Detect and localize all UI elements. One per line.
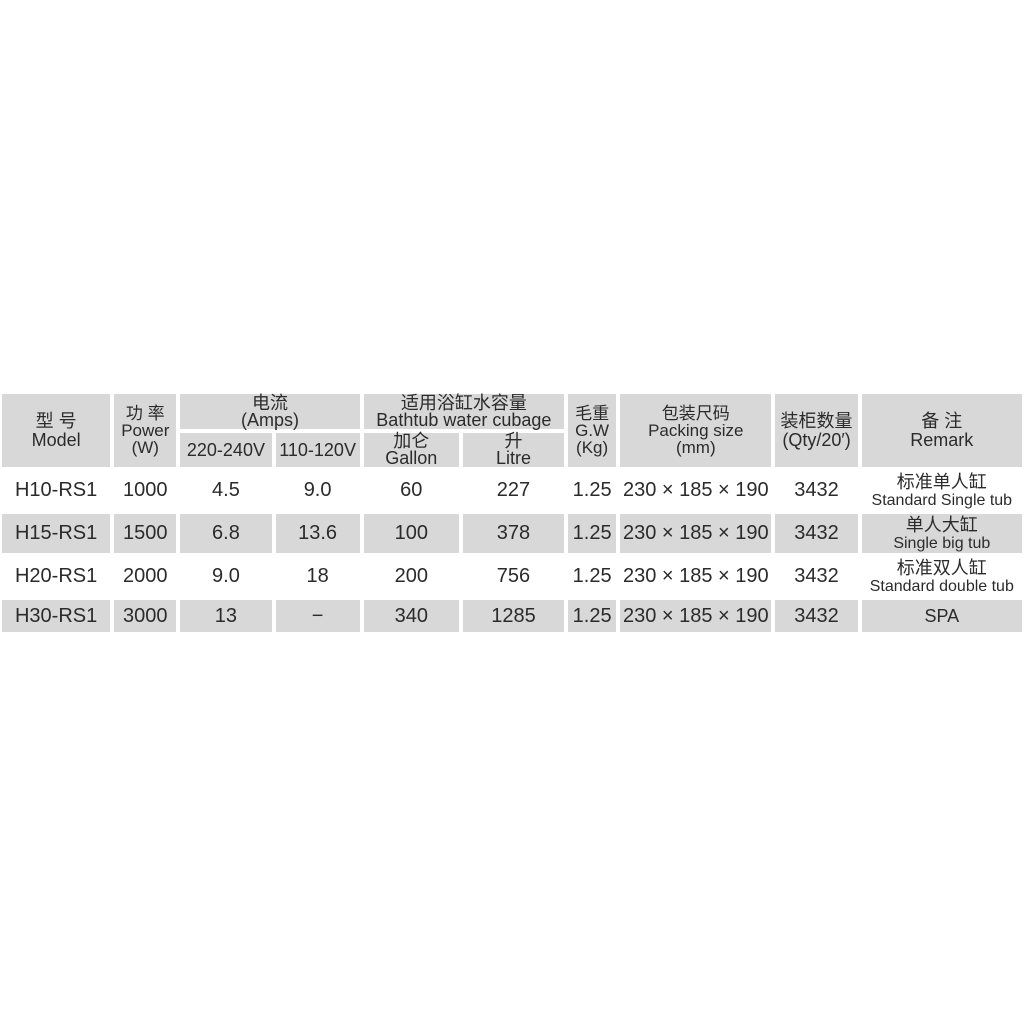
header-gw-zh: 毛重: [575, 404, 610, 423]
cell-packing-size: 230 × 185 × 190: [622, 479, 769, 501]
cell-litre: 1285: [462, 600, 565, 632]
header-container-qty: 装柜数量 (Qty/20′): [775, 394, 858, 467]
cell-gallon: 100: [363, 514, 459, 553]
header-model-en: Model: [31, 429, 81, 450]
table-row-h15-rs1: H15-RS1 1500 6.8 13.6 100 378 1.25 230 ×…: [2, 514, 1022, 553]
header-power-zh: 功 率: [125, 404, 165, 423]
cell-gross-weight: 1.25: [572, 479, 612, 501]
header-packing-unit: (mm): [675, 438, 716, 457]
table-row-h20-rs1: H20-RS1 2000 9.0 18 200 756 1.25 230 × 1…: [2, 557, 1022, 596]
cell-power: 2000: [123, 565, 168, 587]
header-sub-gallon: 加仑 Gallon: [363, 431, 459, 468]
cell-packing-size: 230 × 185 × 190: [622, 565, 769, 587]
table-row-h30-rs1: H30-RS1 3000 13 − 340 1285 1.25 230 × 18…: [2, 600, 1022, 632]
header-current-amps: 电流 (Amps): [180, 392, 360, 430]
cell-qty: 3432: [775, 600, 858, 632]
header-packing-size: 包装尺码 Packing size (mm): [620, 394, 772, 467]
header-litre-en: Litre: [495, 448, 531, 468]
cell-power: 3000: [114, 600, 177, 632]
spec-table: 型 号 Model 功 率 Power (W) 电流 (Amps) 适用浴缸水容…: [0, 390, 1024, 636]
cell-litre: 756: [496, 565, 531, 587]
header-sub-110-120v: 110-120V: [275, 433, 360, 467]
cell-gallon: 340: [363, 600, 459, 632]
header-power-en: Power: [121, 421, 170, 440]
cell-model: H30-RS1: [2, 600, 111, 632]
header-model: 型 号 Model: [2, 394, 111, 467]
header-sub-litre: 升 Litre: [462, 431, 565, 468]
header-gross-weight: 毛重 G.W (Kg): [568, 394, 617, 467]
header-qty-en: (Qty/20′): [782, 429, 851, 450]
cell-remark: SPA: [861, 600, 1022, 632]
header-current-zh: 电流: [252, 392, 288, 413]
cell-litre: 378: [462, 514, 565, 553]
cell-qty: 3432: [775, 514, 858, 553]
cell-amps-110v: −: [275, 600, 360, 632]
cell-gross-weight: 1.25: [572, 565, 612, 587]
cell-model: H10-RS1: [14, 479, 98, 501]
cell-qty: 3432: [794, 565, 839, 587]
cell-amps-110v: 9.0: [303, 479, 332, 501]
cell-amps-110v: 13.6: [275, 514, 360, 553]
header-cubage-zh: 适用浴缸水容量: [400, 392, 527, 413]
header-remark-zh: 备 注: [921, 410, 963, 431]
header-gw-unit: (Kg): [576, 438, 609, 457]
cell-qty: 3432: [794, 479, 839, 501]
cell-gallon: 60: [400, 479, 423, 501]
cell-remark-zh: SPA: [924, 605, 960, 626]
cell-remark-zh: 标准单人缸: [896, 471, 987, 492]
cell-litre: 227: [496, 479, 531, 501]
cell-amps-110v: 18: [306, 565, 329, 587]
cell-model: H15-RS1: [2, 514, 111, 553]
header-model-zh: 型 号: [35, 410, 77, 431]
header-sub-220-240v: 220-240V: [180, 433, 272, 467]
cell-remark: 标准双人缸 Standard double tub: [862, 557, 1022, 596]
cell-gallon: 200: [394, 565, 428, 587]
cell-amps-220v: 6.8: [180, 514, 272, 553]
header-gallon-en: Gallon: [385, 448, 438, 468]
cell-model: H20-RS1: [14, 565, 98, 587]
cell-amps-220v: 13: [180, 600, 272, 632]
cell-power: 1000: [123, 479, 168, 501]
header-sub-110-120v-label: 110-120V: [279, 439, 356, 460]
table-row-h10-rs1: H10-RS1 1000 4.5 9.0 60 227 1.25 230 × 1…: [2, 471, 1022, 510]
header-packing-zh: 包装尺码: [661, 404, 730, 423]
cell-amps-220v: 4.5: [212, 479, 240, 501]
header-power-unit: (W): [131, 438, 159, 457]
cell-remark-zh: 单人大缸: [905, 514, 978, 535]
header-power: 功 率 Power (W): [114, 394, 177, 467]
cell-remark-en: Standard Single tub: [871, 491, 1013, 509]
header-gallon-zh: 加仑: [393, 431, 430, 451]
header-remark-en: Remark: [910, 429, 974, 450]
header-cubage-en: Bathtub water cubage: [376, 409, 552, 430]
header-row-1: 型 号 Model 功 率 Power (W) 电流 (Amps) 适用浴缸水容…: [2, 392, 1022, 467]
cell-remark-en: Single big tub: [893, 534, 991, 552]
header-current-en: (Amps): [241, 409, 299, 430]
cell-gross-weight: 1.25: [568, 514, 617, 553]
cell-packing-size: 230 × 185 × 190: [620, 514, 772, 553]
cell-remark: 标准单人缸 Standard Single tub: [862, 471, 1022, 510]
cell-power: 1500: [114, 514, 177, 553]
header-litre-zh: 升: [504, 431, 523, 451]
header-row-2: 220-240V 110-120V 加仑 Gallon 升 Litre: [2, 431, 1022, 468]
cell-remark-en: Standard double tub: [869, 577, 1014, 595]
header-sub-220-240v-label: 220-240V: [186, 439, 265, 460]
cell-gross-weight: 1.25: [568, 600, 617, 632]
header-packing-en: Packing size: [648, 421, 744, 440]
cell-remark-zh: 标准双人缸: [896, 557, 987, 578]
cell-packing-size: 230 × 185 × 190: [620, 600, 772, 632]
header-qty-zh: 装柜数量: [780, 410, 853, 431]
cell-remark: 单人大缸 Single big tub: [861, 514, 1022, 553]
header-gw-en: G.W: [575, 421, 610, 440]
header-water-cubage: 适用浴缸水容量 Bathtub water cubage: [363, 392, 565, 430]
cell-amps-220v: 9.0: [212, 565, 240, 587]
header-remark: 备 注 Remark: [861, 394, 1022, 467]
